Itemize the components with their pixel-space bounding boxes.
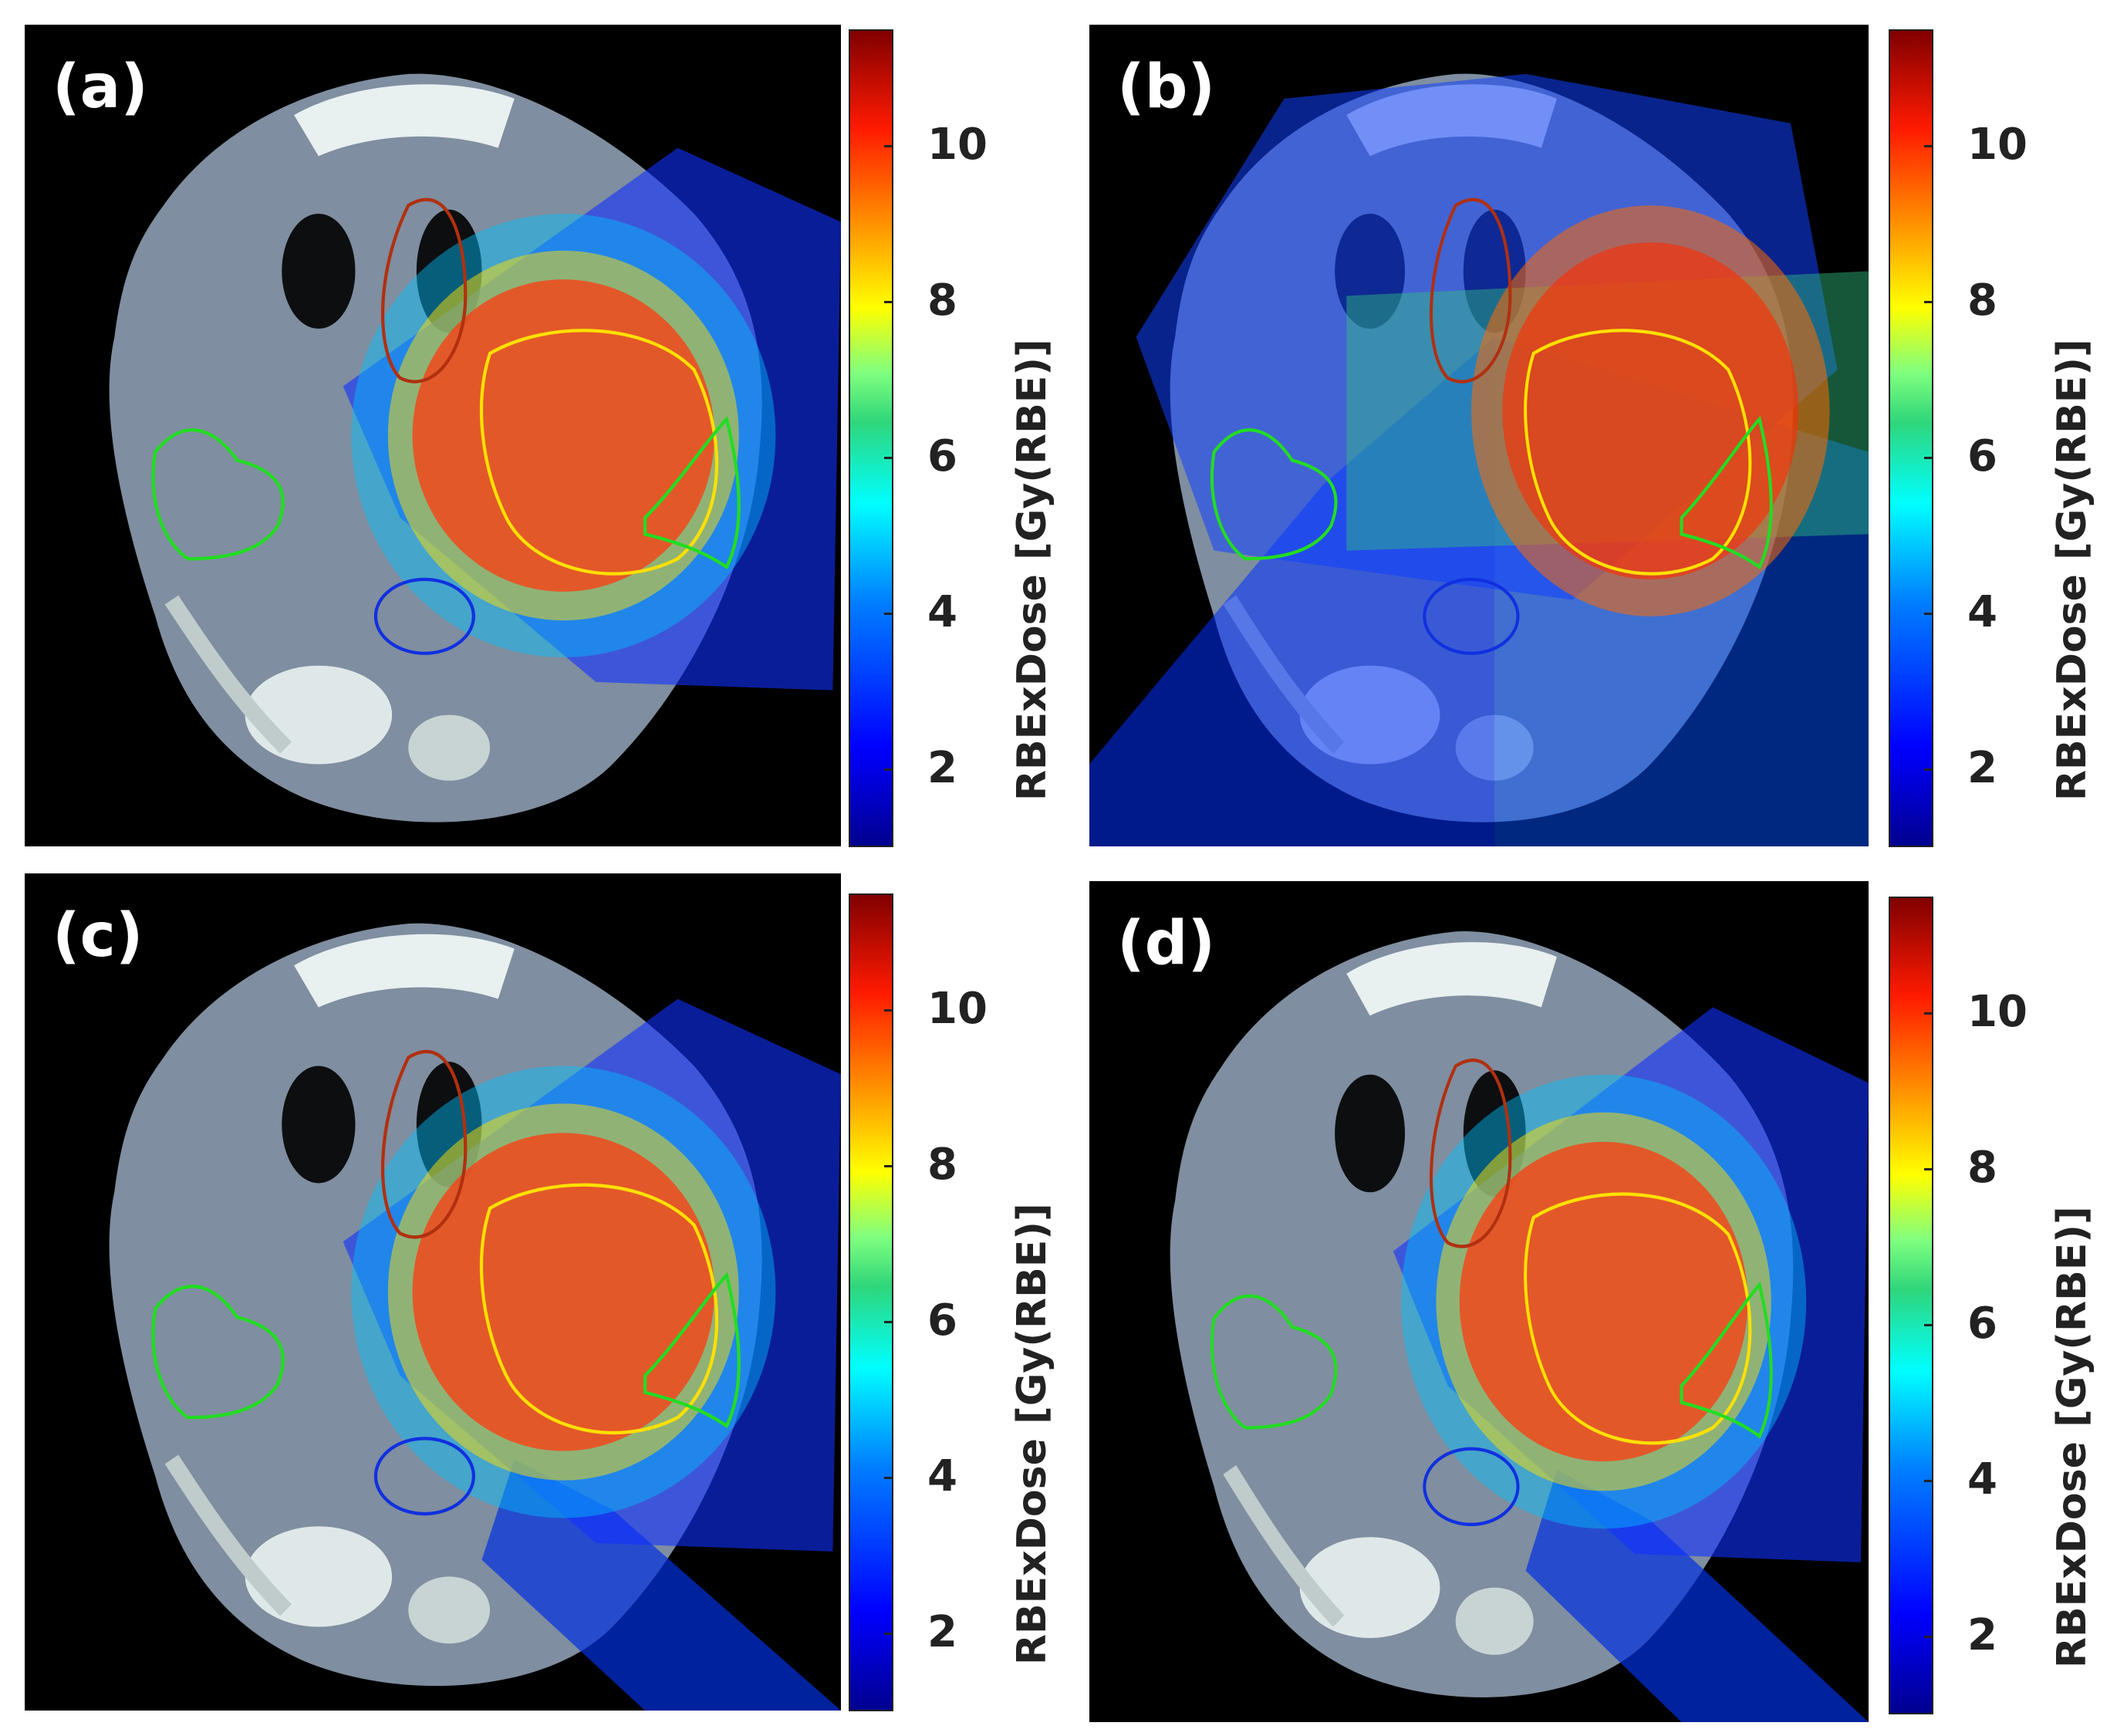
colorbar-tick-mark (884, 457, 892, 460)
parotid-right-contour (1680, 416, 1773, 570)
colorbar-title: RBExDose [Gy(RBE)] (1009, 1203, 1055, 1665)
colorbar-tick-label: 10 (927, 120, 988, 171)
colorbar-title: RBExDose [Gy(RBE)] (2049, 1206, 2095, 1668)
colorbar-tick-label: 2 (927, 743, 957, 794)
colorbar-tick-label: 2 (1967, 1610, 1997, 1661)
dose-image-b: (b) (1089, 25, 1869, 846)
colorbar-tick-label: 8 (927, 1140, 957, 1191)
parotid-right-contour (1680, 1281, 1773, 1439)
panel-label: (a) (52, 52, 148, 122)
brainstem-contour (1430, 1059, 1512, 1248)
contours (151, 1050, 741, 1516)
colorbar-tick-mark (884, 1633, 892, 1636)
colorbar-tick-label: 2 (1967, 743, 1997, 794)
colorbar-tick-mark (1924, 301, 1932, 304)
colorbar-tick-label: 6 (927, 431, 957, 482)
parotid-right-contour (643, 416, 741, 570)
dose-image-a: (a) (25, 25, 841, 846)
colorbar-tick-mark (1924, 1012, 1932, 1015)
colorbar-tick-mark (884, 768, 892, 772)
parotid-left-contour (151, 1285, 285, 1420)
colorbar-tick-label: 10 (927, 984, 988, 1035)
colorbar-tick-label: 4 (927, 1451, 957, 1502)
colorbar-tick-label: 10 (1967, 120, 2028, 171)
ptv-contour (479, 1183, 719, 1435)
colorbar-tick-mark (884, 301, 892, 304)
colorbar-tick-mark (1924, 1168, 1932, 1171)
colorbar-tick-mark (884, 613, 892, 616)
colorbar-tick-label: 2 (927, 1607, 957, 1658)
colorbar-tick-label: 8 (927, 275, 957, 326)
panel-label: (d) (1117, 909, 1216, 978)
parotid-left-contour (151, 428, 285, 561)
colorbar-tick-mark (1924, 145, 1932, 148)
contours (1210, 198, 1773, 655)
colorbar-tick-mark (884, 1165, 892, 1168)
colorbar-tick-label: 8 (1967, 1143, 1997, 1194)
parotid-left-contour (1210, 1294, 1338, 1430)
contours (151, 198, 741, 655)
ptv-contour (1524, 1192, 1752, 1445)
colorbar-tick-mark (884, 145, 892, 148)
colorbar (849, 893, 893, 1711)
spinal-cord-contour (373, 577, 476, 655)
colorbar-tick-mark (884, 1009, 892, 1012)
spinal-cord-contour (1423, 577, 1520, 655)
contours (1210, 1059, 1773, 1527)
colorbar-tick-mark (884, 1321, 892, 1324)
brainstem-contour (1430, 198, 1512, 383)
colorbar (849, 29, 893, 847)
spinal-cord-contour (1423, 1447, 1520, 1527)
colorbar-tick-mark (1924, 613, 1932, 616)
colorbar-tick-label: 6 (1967, 1299, 1997, 1349)
ptv-contour (1524, 329, 1752, 576)
dose-overlay (343, 998, 841, 1711)
colorbar (1889, 29, 1933, 847)
dose-overlay (1393, 1007, 1869, 1722)
colorbar-tick-label: 4 (1967, 587, 1997, 638)
parotid-right-contour (643, 1272, 741, 1429)
colorbar-tick-label: 6 (1967, 431, 1997, 482)
ptv-contour (479, 329, 719, 576)
colorbar-tick-label: 8 (1967, 275, 1997, 326)
parotid-left-contour (1210, 428, 1338, 561)
colorbar-tick-label: 4 (1967, 1454, 1997, 1505)
spinal-cord-contour (373, 1437, 476, 1516)
brainstem-contour (381, 1050, 468, 1239)
dose-image-c: (c) (25, 873, 841, 1711)
colorbar (1889, 897, 1933, 1714)
colorbar-tick-mark (1924, 1636, 1932, 1639)
colorbar-tick-mark (1924, 457, 1932, 460)
dose-image-d: (d) (1089, 881, 1869, 1722)
colorbar-title: RBExDose [Gy(RBE)] (1009, 339, 1055, 801)
dose-overlay (343, 147, 841, 691)
colorbar-tick-label: 4 (927, 587, 957, 638)
brainstem-contour (381, 198, 468, 383)
colorbar-tick-mark (1924, 768, 1932, 772)
colorbar-tick-mark (1924, 1324, 1932, 1327)
colorbar-tick-label: 10 (1967, 987, 2028, 1038)
colorbar-tick-mark (1924, 1480, 1932, 1483)
colorbar-title: RBExDose [Gy(RBE)] (2049, 339, 2095, 801)
panel-label: (c) (52, 901, 143, 971)
colorbar-tick-mark (884, 1477, 892, 1480)
dose-overlay (1089, 73, 1869, 846)
colorbar-tick-label: 6 (927, 1295, 957, 1346)
panel-label: (b) (1117, 52, 1216, 122)
